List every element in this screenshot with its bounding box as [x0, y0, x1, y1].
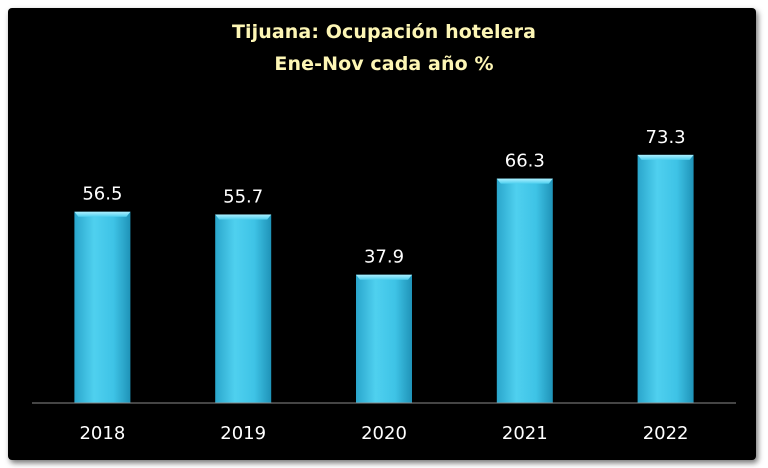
- bar-body: [637, 154, 694, 403]
- labels-group: 56.5 2018 55.7 2019 37.9 2020 66.3 2021 73.3 2022: [79, 127, 688, 444]
- bar-bevel-top: [356, 274, 412, 280]
- x-tick-label-2019: 2019: [220, 423, 266, 444]
- bar-bevel-top: [637, 154, 694, 160]
- x-tick-label-2018: 2018: [79, 423, 125, 444]
- x-tick-label-2020: 2020: [361, 423, 407, 444]
- bar-body: [356, 274, 412, 403]
- chart-subtitle: Ene-Nov cada año %: [274, 53, 494, 75]
- bar-2021: [496, 178, 553, 403]
- bar-body: [215, 214, 272, 403]
- data-label-2022: 73.3: [646, 127, 686, 148]
- chart-title: Tijuana: Ocupación hotelera: [231, 21, 537, 43]
- bar-body: [496, 178, 553, 403]
- bar-2022: [637, 154, 694, 403]
- data-label-2019: 55.7: [223, 186, 263, 207]
- x-tick-label-2021: 2021: [502, 423, 548, 444]
- bar-bevel-top: [496, 178, 553, 184]
- data-label-2018: 56.5: [82, 184, 122, 205]
- bar-body: [74, 211, 131, 403]
- bar-2018: [74, 211, 131, 403]
- data-label-2021: 66.3: [505, 151, 545, 172]
- data-label-2020: 37.9: [364, 247, 404, 268]
- x-tick-label-2022: 2022: [643, 423, 689, 444]
- bars-group: [74, 154, 694, 403]
- bar-2020: [356, 274, 412, 403]
- bar-bevel-top: [215, 214, 272, 220]
- bar-bevel-top: [74, 211, 131, 217]
- bar-2019: [215, 214, 272, 403]
